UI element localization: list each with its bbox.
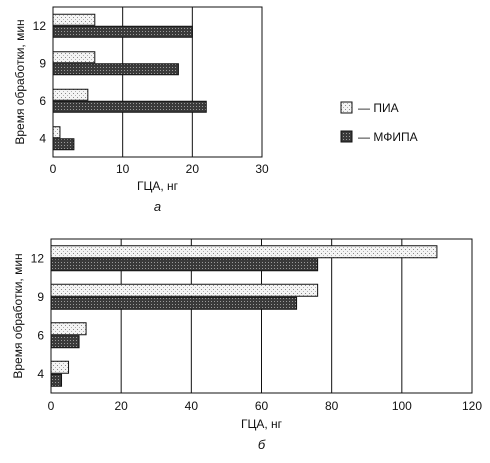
panel-label: а [154, 199, 161, 214]
bar-mfipa-12 [52, 25, 193, 38]
legend: — ПИА — МФИПА [340, 101, 418, 144]
legend-label: — МФИПА [358, 130, 418, 144]
bar-mfipa-9 [52, 63, 179, 76]
y-tick-label: 9 [39, 56, 46, 70]
y-axis-title: Время обработки, мин [11, 253, 25, 378]
x-tick-label: 20 [114, 399, 128, 413]
bar-pia-6 [52, 88, 89, 101]
panel-label: б [258, 437, 266, 452]
chart-panel-b: 0 20 40 60 80 100 120 4 6 9 12 ГЦА, нг Время обработ… [11, 238, 482, 452]
bar-mfipa-9 [50, 296, 298, 310]
y-tick-label: 9 [37, 290, 44, 304]
x-axis-title: ГЦА, нг [241, 417, 283, 431]
bar-mfipa-12 [50, 258, 319, 272]
bar-pia-9 [50, 283, 319, 297]
legend-swatch-mfipa [340, 130, 353, 143]
legend-swatch-pia [340, 101, 353, 114]
bar-pia-4 [50, 360, 70, 374]
x-tick-label: 120 [462, 399, 482, 413]
x-tick-label: 80 [325, 399, 339, 413]
y-tick-label: 6 [37, 328, 44, 342]
legend-label: — ПИА [358, 101, 399, 115]
y-tick-label: 12 [33, 19, 47, 33]
y-tick-label: 12 [31, 251, 45, 265]
x-tick-label: 0 [50, 162, 57, 176]
plot-frame [52, 6, 263, 158]
x-tick-label: 100 [392, 399, 412, 413]
x-tick-label: 40 [185, 399, 199, 413]
bar-pia-12 [52, 13, 96, 26]
bar-mfipa-6 [50, 335, 80, 349]
bar-mfipa-4 [52, 138, 75, 151]
y-tick-label: 4 [37, 367, 44, 381]
x-tick-label: 30 [255, 162, 269, 176]
x-tick-label: 20 [186, 162, 200, 176]
y-tick-label: 6 [39, 94, 46, 108]
y-axis-title: Время обработки, мин [13, 19, 27, 144]
bar-pia-4 [52, 126, 61, 139]
bar-mfipa-4 [50, 373, 63, 387]
bar-pia-9 [52, 51, 96, 64]
x-tick-label: 60 [255, 399, 269, 413]
bar-pia-6 [50, 322, 87, 336]
bar-pia-12 [50, 245, 438, 259]
y-tick-label: 4 [39, 131, 46, 145]
chart-panel-a: 0 10 20 30 4 6 9 12 ГЦА, нг Время обработки, мин а… [13, 6, 418, 214]
x-tick-label: 0 [48, 399, 55, 413]
x-axis-title: ГЦА, нг [137, 179, 179, 193]
bar-mfipa-6 [52, 100, 207, 113]
x-tick-label: 10 [116, 162, 130, 176]
